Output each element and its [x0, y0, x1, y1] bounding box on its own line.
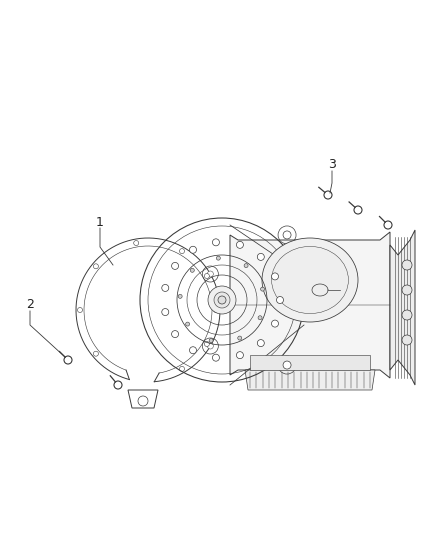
Circle shape [180, 248, 184, 254]
Circle shape [257, 340, 264, 346]
Circle shape [272, 320, 279, 327]
Circle shape [208, 286, 236, 314]
Circle shape [214, 292, 230, 308]
Circle shape [402, 310, 412, 320]
Circle shape [180, 366, 184, 372]
Circle shape [272, 273, 279, 280]
Circle shape [212, 354, 219, 361]
Circle shape [276, 296, 283, 303]
Circle shape [172, 262, 179, 269]
Circle shape [205, 273, 209, 279]
Circle shape [93, 264, 99, 269]
Circle shape [261, 287, 265, 291]
Circle shape [186, 322, 190, 326]
Circle shape [216, 256, 220, 260]
Circle shape [78, 308, 82, 312]
Circle shape [162, 285, 169, 292]
Circle shape [207, 271, 213, 277]
Circle shape [237, 241, 244, 248]
Circle shape [209, 338, 213, 343]
Circle shape [283, 361, 291, 369]
Circle shape [190, 347, 197, 354]
Circle shape [178, 294, 182, 298]
Polygon shape [245, 370, 375, 390]
Circle shape [172, 330, 179, 337]
Text: 2: 2 [26, 298, 34, 311]
Ellipse shape [262, 238, 358, 322]
Circle shape [190, 246, 197, 253]
Circle shape [283, 231, 291, 239]
Circle shape [218, 296, 226, 304]
Circle shape [402, 335, 412, 345]
Circle shape [258, 316, 262, 320]
Polygon shape [230, 232, 390, 378]
Circle shape [402, 260, 412, 270]
Circle shape [244, 264, 248, 268]
Text: 1: 1 [96, 215, 104, 229]
Circle shape [205, 342, 209, 346]
Circle shape [162, 309, 169, 316]
Circle shape [238, 336, 242, 340]
Text: 3: 3 [328, 158, 336, 172]
Ellipse shape [272, 246, 348, 313]
Polygon shape [250, 355, 370, 370]
Circle shape [212, 239, 219, 246]
Circle shape [93, 351, 99, 356]
Circle shape [134, 240, 139, 246]
Circle shape [402, 285, 412, 295]
Circle shape [190, 268, 194, 272]
Circle shape [213, 308, 219, 312]
Circle shape [257, 253, 264, 261]
Circle shape [237, 352, 244, 359]
Circle shape [207, 343, 213, 349]
Polygon shape [390, 230, 415, 385]
Circle shape [138, 396, 148, 406]
